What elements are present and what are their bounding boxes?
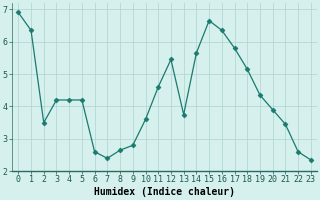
X-axis label: Humidex (Indice chaleur): Humidex (Indice chaleur) — [94, 187, 235, 197]
